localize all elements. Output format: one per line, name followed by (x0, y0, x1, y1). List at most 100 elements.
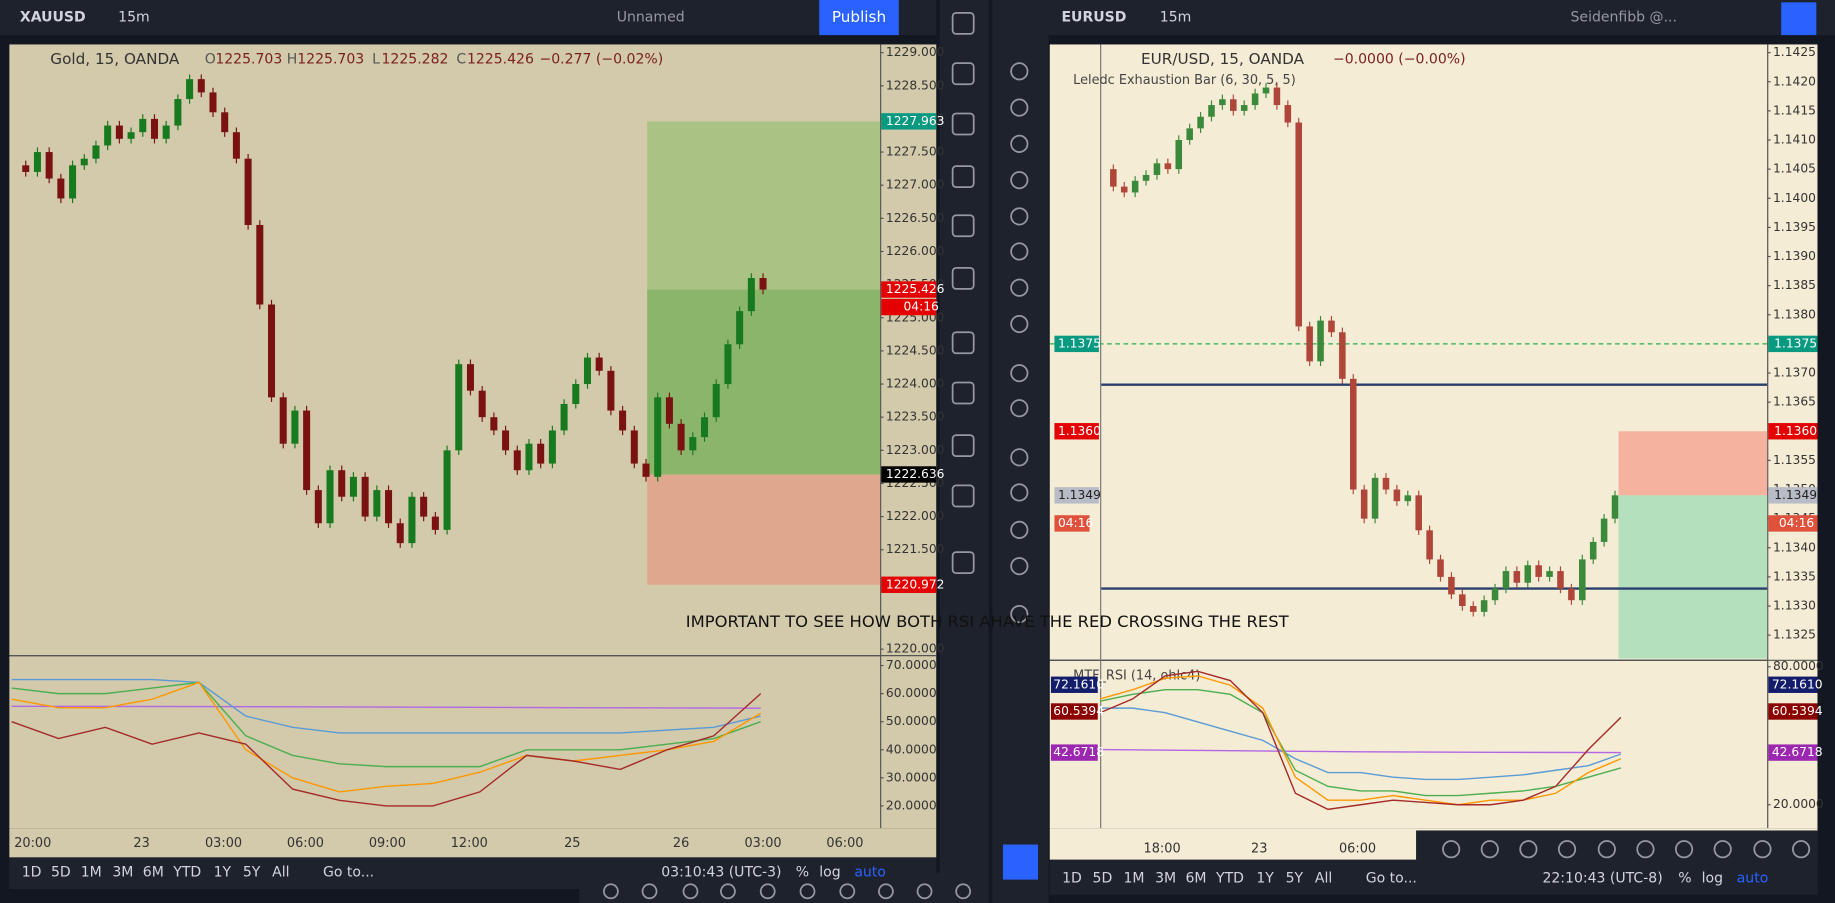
log-toggle[interactable]: log (1702, 870, 1723, 886)
legend-c: C (456, 52, 466, 68)
sidebar-icon[interactable] (951, 331, 975, 355)
drawing-tool-icon[interactable] (1480, 840, 1499, 859)
drawing-tool-icon[interactable] (602, 883, 619, 900)
drawing-tool-icon[interactable] (1010, 62, 1029, 81)
sidebar-icon[interactable] (951, 381, 975, 405)
time-tick-label: 03:00 (205, 836, 242, 851)
range-button[interactable]: 1D (1062, 870, 1082, 886)
drawing-tool-icon[interactable] (799, 883, 816, 900)
layout-name[interactable]: Seidenfibb @... (1571, 10, 1677, 26)
range-button[interactable]: YTD (172, 865, 201, 881)
drawing-tool-icon[interactable] (955, 883, 972, 900)
range-button[interactable]: 1M (81, 865, 102, 881)
drawing-tool-icon[interactable] (1753, 840, 1772, 859)
drawing-tool-icon[interactable] (1713, 840, 1732, 859)
publish-label[interactable]: Publish (832, 8, 886, 26)
candle (1164, 163, 1172, 170)
sidebar-icon[interactable] (951, 62, 975, 86)
favorites-button[interactable] (1002, 844, 1039, 880)
sidebar-icon[interactable] (951, 214, 975, 238)
candle (80, 158, 88, 166)
auto-toggle[interactable]: auto (1737, 870, 1769, 886)
drawing-tool-icon[interactable] (878, 883, 894, 900)
range-button[interactable]: 5Y (1286, 870, 1304, 886)
drawing-tool-icon[interactable] (1674, 840, 1694, 859)
sidebar-icon[interactable] (951, 434, 975, 458)
log-toggle[interactable]: log (819, 865, 840, 881)
drawing-tool-icon[interactable] (1010, 98, 1029, 117)
rsi-line (11, 678, 761, 734)
drawing-tool-icon[interactable] (1010, 278, 1029, 297)
drawing-tool-icon[interactable] (759, 883, 776, 900)
range-button[interactable]: YTD (1215, 870, 1244, 886)
drawing-tool-icon[interactable] (641, 883, 658, 900)
candle (1153, 163, 1161, 175)
candle (1579, 559, 1586, 601)
drawing-tool-icon[interactable] (839, 883, 856, 900)
price-tag-label: 1.1375 (1774, 336, 1817, 350)
range-button[interactable]: 3M (112, 865, 133, 881)
candle (537, 443, 545, 464)
sidebar-icon[interactable] (951, 551, 975, 575)
rsi-tag-label: 60.5394 (1053, 704, 1104, 718)
range-button[interactable]: 5D (51, 865, 71, 881)
price-tick-label: 1223.500 (886, 410, 945, 424)
drawing-tool-icon[interactable] (1010, 605, 1029, 624)
interval[interactable]: 15m (1160, 10, 1192, 26)
symbol[interactable]: EURUSD (1061, 10, 1126, 26)
sidebar-icon[interactable] (951, 266, 975, 290)
drawing-tool-icon[interactable] (1519, 840, 1538, 859)
drawing-tool-icon[interactable] (1010, 399, 1029, 418)
range-button[interactable]: 6M (1186, 870, 1207, 886)
range-button[interactable]: 5Y (243, 865, 261, 881)
drawing-tool-icon[interactable] (1636, 840, 1655, 859)
right-sidebar (939, 0, 989, 903)
candle (431, 516, 439, 530)
auto-toggle[interactable]: auto (854, 865, 886, 881)
legend-high: 1225.703 (297, 52, 364, 68)
candle (490, 417, 498, 431)
interval[interactable]: 15m (118, 10, 150, 26)
drawing-tool-icon[interactable] (720, 883, 736, 900)
drawing-tool-icon[interactable] (916, 883, 933, 900)
sidebar-icon[interactable] (951, 484, 975, 508)
drawing-tool-icon[interactable] (1010, 314, 1029, 334)
drawing-tool-icon[interactable] (682, 883, 699, 900)
price-tick-label: 1.1340 (1773, 540, 1816, 554)
publish-button[interactable] (819, 0, 899, 36)
symbol[interactable]: XAUUSD (20, 10, 86, 26)
range-button[interactable]: 1Y (1256, 870, 1274, 886)
drawing-tool-icon[interactable] (1010, 448, 1029, 467)
range-button[interactable]: 1D (22, 865, 42, 881)
drawing-tool-icon[interactable] (1010, 134, 1029, 153)
layout-name[interactable]: Unnamed (617, 10, 685, 26)
range-button[interactable]: 1M (1123, 870, 1144, 886)
percent-toggle[interactable]: % (796, 865, 809, 881)
drawing-tool-icon[interactable] (1010, 483, 1029, 502)
drawing-tool-icon[interactable] (1792, 840, 1811, 859)
drawing-tool-icon[interactable] (1010, 557, 1029, 576)
range-button[interactable]: 5D (1093, 870, 1113, 886)
idea-button[interactable] (1781, 2, 1817, 36)
candle (478, 390, 486, 418)
range-button[interactable]: 6M (143, 865, 164, 881)
percent-toggle[interactable]: % (1678, 870, 1691, 886)
goto-button[interactable]: Go to... (1366, 870, 1417, 886)
price-tick-label: 1229.000 (886, 45, 945, 59)
drawing-tool-icon[interactable] (1010, 364, 1029, 383)
sidebar-icon[interactable] (951, 11, 975, 35)
sidebar-icon[interactable] (951, 165, 975, 189)
drawing-tool-icon[interactable] (1010, 207, 1029, 226)
drawing-tool-icon[interactable] (1597, 840, 1616, 859)
sidebar-icon[interactable] (951, 112, 975, 136)
range-button[interactable]: 3M (1155, 870, 1176, 886)
range-button[interactable]: All (272, 865, 289, 881)
drawing-tool-icon[interactable] (1010, 171, 1029, 190)
drawing-tool-icon[interactable] (1442, 840, 1461, 859)
drawing-tool-icon[interactable] (1010, 520, 1029, 539)
range-button[interactable]: All (1315, 870, 1332, 886)
drawing-tool-icon[interactable] (1010, 242, 1029, 261)
goto-button[interactable]: Go to... (323, 865, 374, 881)
drawing-tool-icon[interactable] (1557, 840, 1577, 859)
range-button[interactable]: 1Y (214, 865, 232, 881)
